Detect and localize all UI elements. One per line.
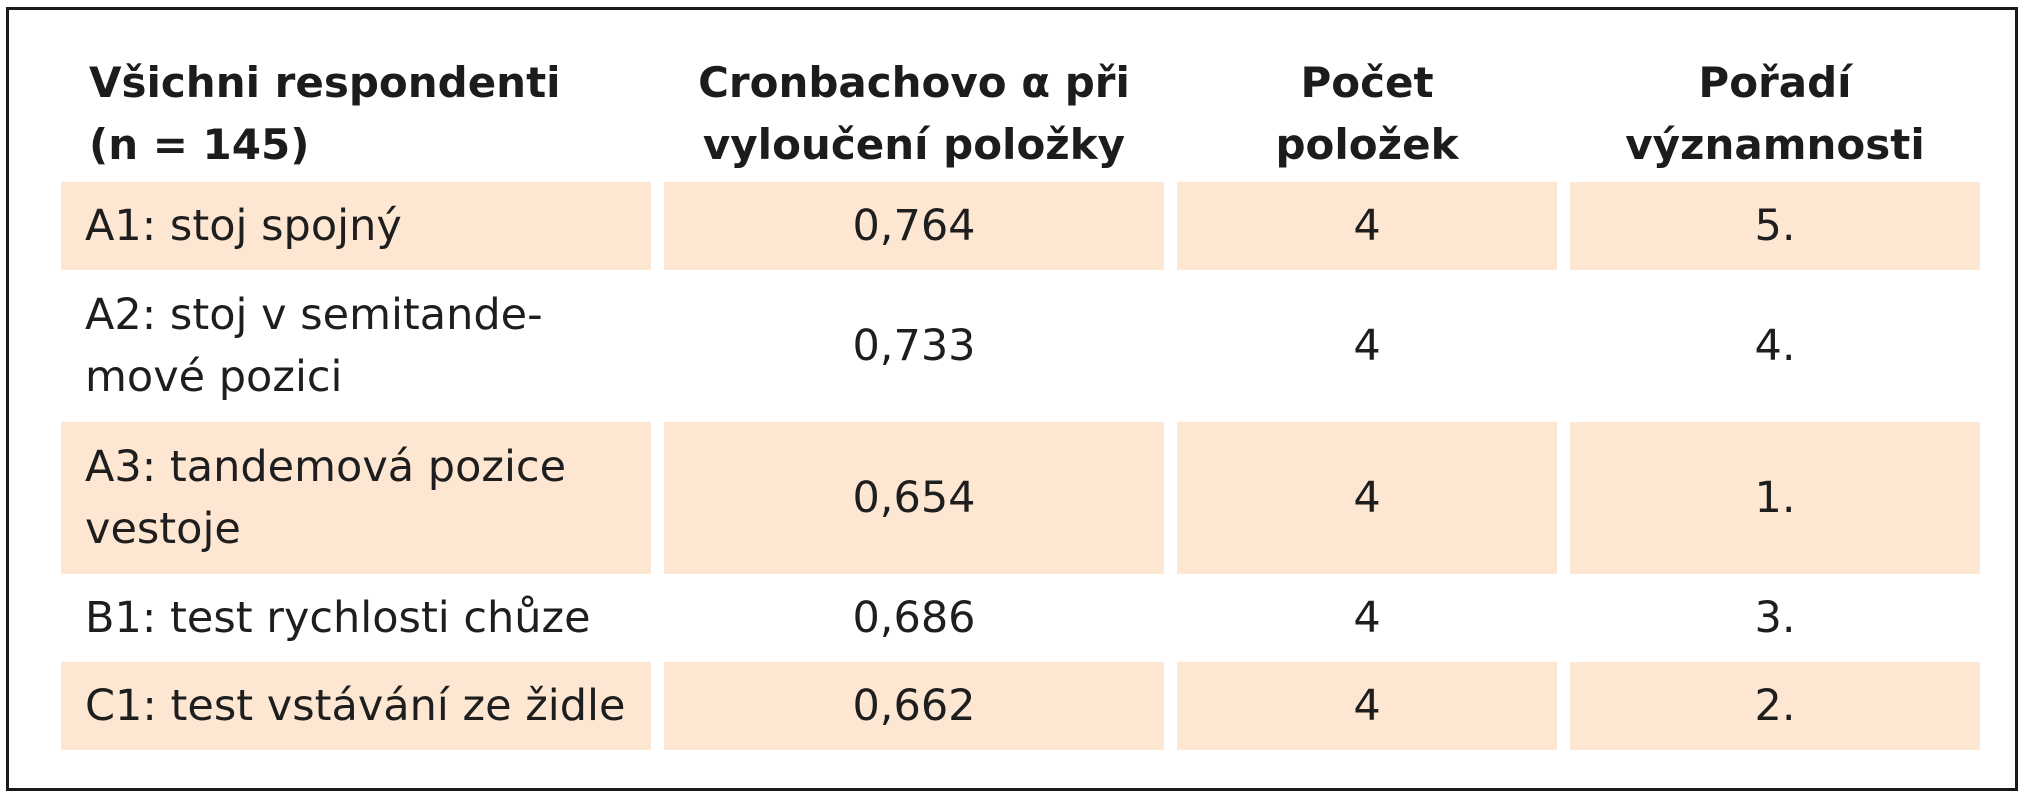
row-5-rank-text: 2. xyxy=(1754,681,1796,731)
row-3-count: 4 xyxy=(1177,422,1557,574)
row-1-alpha-text: 0,764 xyxy=(852,201,976,251)
row-2-item: A2: stoj v semitande- mové pozici xyxy=(61,270,651,422)
row-4-rank-text: 3. xyxy=(1754,593,1796,643)
header-cronbach-alpha: Cronbachovo α při vyloučení položky xyxy=(664,50,1164,182)
row-4-alpha-text: 0,686 xyxy=(852,593,976,643)
row-5-count: 4 xyxy=(1177,662,1557,750)
row-5-item-text: C1: test vstávání ze židle xyxy=(85,681,626,731)
row-3-item: A3: tandemová pozice vestoje xyxy=(61,422,651,574)
row-3-item-text: A3: tandemová pozice vestoje xyxy=(85,442,567,554)
header-respondents: Všichni respondenti (n = 145) xyxy=(61,50,651,182)
header-rank-text: Pořadí významnosti xyxy=(1625,58,1925,169)
row-4-item-text: B1: test rychlosti chůze xyxy=(85,593,591,643)
row-1-item: A1: stoj spojný xyxy=(61,182,651,270)
row-3-rank-text: 1. xyxy=(1754,473,1796,523)
row-2-count-text: 4 xyxy=(1353,321,1381,371)
row-1-alpha: 0,764 xyxy=(664,182,1164,270)
row-1-rank-text: 5. xyxy=(1754,201,1796,251)
row-5-count-text: 4 xyxy=(1353,681,1381,731)
header-cronbach-alpha-text: Cronbachovo α při vyloučení položky xyxy=(698,58,1130,169)
table-frame: Všichni respondenti (n = 145) Cronbachov… xyxy=(6,7,2018,791)
row-1-count: 4 xyxy=(1177,182,1557,270)
row-5-alpha-text: 0,662 xyxy=(852,681,976,731)
row-4-rank: 3. xyxy=(1570,574,1980,662)
header-respondents-text: Všichni respondenti (n = 145) xyxy=(89,58,561,169)
row-4-item: B1: test rychlosti chůze xyxy=(61,574,651,662)
header-rank: Pořadí významnosti xyxy=(1570,50,1980,182)
row-5-rank: 2. xyxy=(1570,662,1980,750)
row-2-rank-text: 4. xyxy=(1754,321,1796,371)
row-5-item: C1: test vstávání ze židle xyxy=(61,662,651,750)
row-4-count: 4 xyxy=(1177,574,1557,662)
row-5-alpha: 0,662 xyxy=(664,662,1164,750)
data-table: Všichni respondenti (n = 145) Cronbachov… xyxy=(61,50,1981,750)
row-2-alpha: 0,733 xyxy=(664,270,1164,422)
row-1-item-text: A1: stoj spojný xyxy=(85,201,402,251)
row-2-alpha-text: 0,733 xyxy=(852,321,976,371)
row-2-count: 4 xyxy=(1177,270,1557,422)
row-4-count-text: 4 xyxy=(1353,593,1381,643)
row-2-rank: 4. xyxy=(1570,270,1980,422)
row-1-rank: 5. xyxy=(1570,182,1980,270)
row-1-count-text: 4 xyxy=(1353,201,1381,251)
header-item-count: Počet položek xyxy=(1177,50,1557,182)
row-3-count-text: 4 xyxy=(1353,473,1381,523)
row-2-item-text: A2: stoj v semitande- mové pozici xyxy=(85,290,543,402)
row-3-rank: 1. xyxy=(1570,422,1980,574)
row-4-alpha: 0,686 xyxy=(664,574,1164,662)
row-3-alpha: 0,654 xyxy=(664,422,1164,574)
row-3-alpha-text: 0,654 xyxy=(852,473,976,523)
header-item-count-text: Počet položek xyxy=(1275,58,1459,169)
